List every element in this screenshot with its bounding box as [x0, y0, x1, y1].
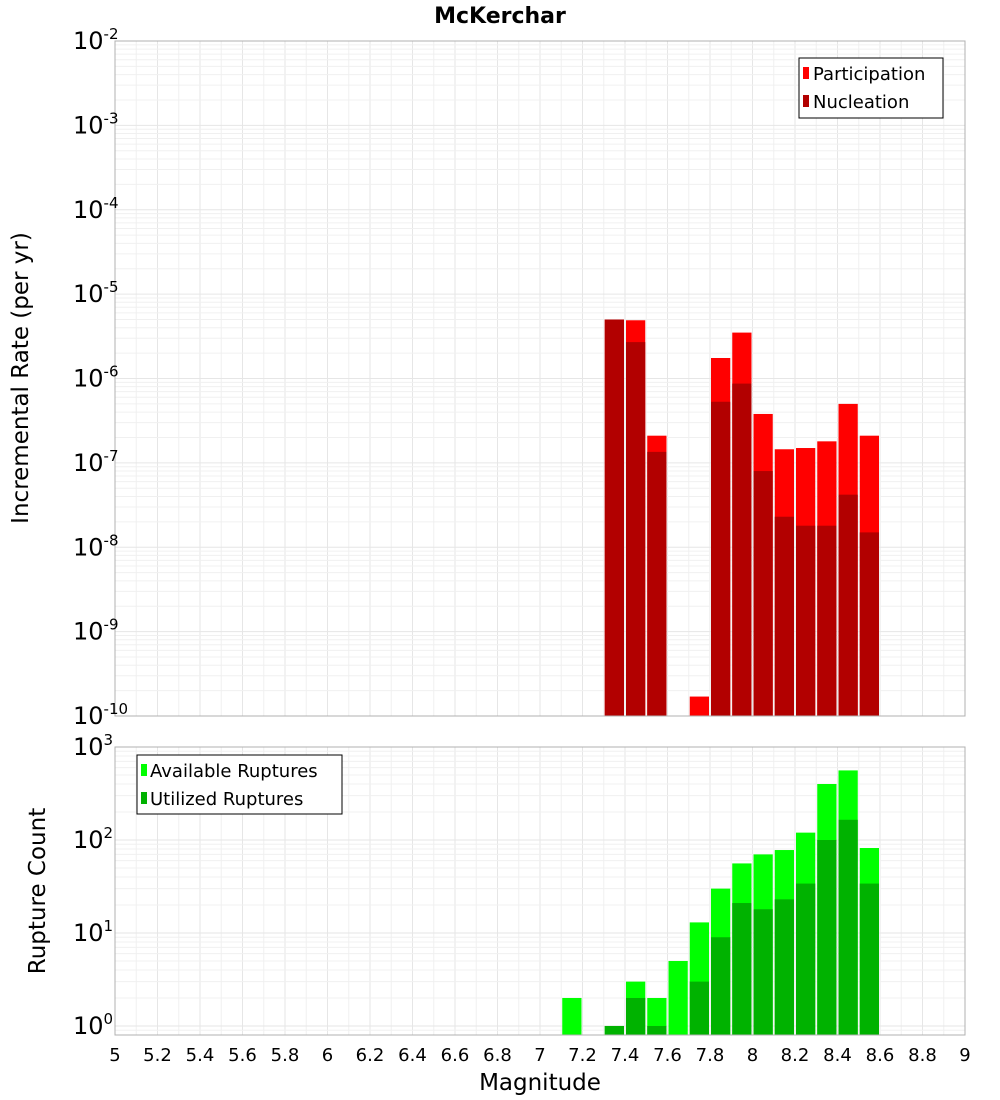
- x-tick-label: 8.4: [823, 1045, 852, 1066]
- bottom-y-ticks: 100 101 102 103: [73, 731, 113, 1040]
- top-y-axis-title: Incremental Rate (per yr): [8, 232, 34, 524]
- chart-title: McKerchar: [434, 4, 566, 29]
- x-tick-label: 8: [747, 1045, 758, 1066]
- nucleation-bar: [647, 451, 667, 716]
- available-bar: [668, 960, 688, 1035]
- x-tick-label: 6.4: [398, 1045, 427, 1066]
- utilized-bar: [647, 1025, 667, 1035]
- nucleation-bar: [604, 319, 624, 716]
- top-panel: 10-10 10-9 10-8 10-7 10-6 10-5 10-4 10-3 10-2 In…: [8, 25, 966, 730]
- x-tick-label: 7: [534, 1045, 545, 1066]
- x-tick-label: 7.4: [611, 1045, 640, 1066]
- bottom-plot-frame: [114, 746, 966, 1036]
- utilized-bar: [817, 839, 837, 1035]
- y-tick-label: 10-6: [73, 363, 119, 393]
- nucleation-bar: [774, 516, 794, 716]
- x-tick-label: 7.6: [653, 1045, 682, 1066]
- top-plot-frame: [114, 40, 966, 717]
- y-tick-label: 100: [73, 1010, 113, 1040]
- x-tick-label: 6.6: [441, 1045, 470, 1066]
- nucleation-bar: [732, 383, 752, 716]
- x-tick-label: 5.8: [271, 1045, 300, 1066]
- x-tick-label: 7.2: [568, 1045, 597, 1066]
- y-tick-label: 10-9: [73, 616, 119, 646]
- top-grid: [114, 40, 966, 717]
- x-tick-label: 7.8: [696, 1045, 725, 1066]
- x-tick-label: 8.8: [908, 1045, 937, 1066]
- x-tick-label: 5: [109, 1045, 120, 1066]
- y-tick-label: 103: [73, 731, 113, 761]
- nucleation-bar: [838, 494, 858, 716]
- x-tick-label: 5.4: [186, 1045, 215, 1066]
- available-bar: [647, 997, 667, 1035]
- nucleation-legend-swatch: [803, 95, 809, 107]
- utilized-bar: [604, 1025, 624, 1035]
- bottom-legend: Available Ruptures Utilized Ruptures: [136, 754, 343, 815]
- bottom-bars: [562, 770, 879, 1035]
- nucleation-bar: [796, 525, 816, 716]
- available-legend-label: Available Ruptures: [150, 761, 318, 782]
- nucleation-bar: [817, 525, 837, 716]
- bottom-y-axis-title: Rupture Count: [25, 808, 51, 974]
- y-tick-label: 102: [73, 824, 113, 854]
- utilized-bar: [626, 997, 646, 1035]
- y-tick-label: 101: [73, 917, 113, 947]
- x-tick-label: 5.2: [143, 1045, 172, 1066]
- x-axis-ticks: 5 5.2 5.4 5.6 5.8 6 6.2 6.4 6.6 6.8 7 7.2 7.4 7.6 7.8 8…: [109, 1045, 970, 1066]
- utilized-bar: [838, 819, 858, 1035]
- utilized-bar: [859, 883, 879, 1035]
- x-tick-label: 6.8: [483, 1045, 512, 1066]
- available-legend-swatch: [141, 764, 147, 776]
- utilized-bar: [774, 899, 794, 1035]
- utilized-bar: [753, 909, 773, 1035]
- nucleation-bar: [711, 401, 731, 716]
- y-tick-label: 10-3: [73, 109, 119, 139]
- utilized-legend-label: Utilized Ruptures: [150, 789, 303, 810]
- nucleation-legend-label: Nucleation: [813, 92, 909, 113]
- x-tick-label: 8.6: [866, 1045, 895, 1066]
- nucleation-bar: [859, 532, 879, 716]
- x-tick-label: 5.6: [228, 1045, 257, 1066]
- y-tick-label: 10-4: [73, 194, 119, 224]
- participation-bar: [689, 696, 709, 716]
- x-tick-label: 6: [322, 1045, 333, 1066]
- participation-legend-label: Participation: [813, 64, 925, 85]
- y-tick-label: 10-7: [73, 447, 119, 477]
- x-tick-label: 6.2: [356, 1045, 385, 1066]
- y-tick-label: 10-2: [73, 25, 119, 55]
- utilized-bar: [689, 981, 709, 1035]
- y-tick-label: 10-10: [73, 700, 128, 730]
- x-tick-label: 9: [959, 1045, 970, 1066]
- nucleation-bar: [626, 342, 646, 716]
- top-legend-box: [798, 57, 944, 119]
- y-tick-label: 10-8: [73, 531, 119, 561]
- y-tick-label: 10-5: [73, 278, 119, 308]
- x-tick-label: 8.2: [781, 1045, 810, 1066]
- utilized-bar: [796, 883, 816, 1035]
- nucleation-bar: [753, 471, 773, 716]
- bottom-legend-box: [136, 754, 343, 815]
- utilized-bar: [711, 937, 731, 1035]
- x-axis-title: Magnitude: [479, 1070, 601, 1096]
- top-legend: Participation Nucleation: [798, 57, 944, 119]
- top-y-ticks: 10-10 10-9 10-8 10-7 10-6 10-5 10-4 10-3 10-2: [73, 25, 128, 730]
- utilized-bar: [732, 903, 752, 1035]
- participation-legend-swatch: [803, 67, 809, 79]
- top-bars: [604, 319, 879, 716]
- utilized-legend-swatch: [141, 792, 147, 804]
- bottom-panel: 100 101 102 103 5 5.2 5.4 5.6 5.8 6 6.2 6.4 6.6 6.8 7…: [25, 731, 971, 1096]
- available-bar: [562, 997, 582, 1035]
